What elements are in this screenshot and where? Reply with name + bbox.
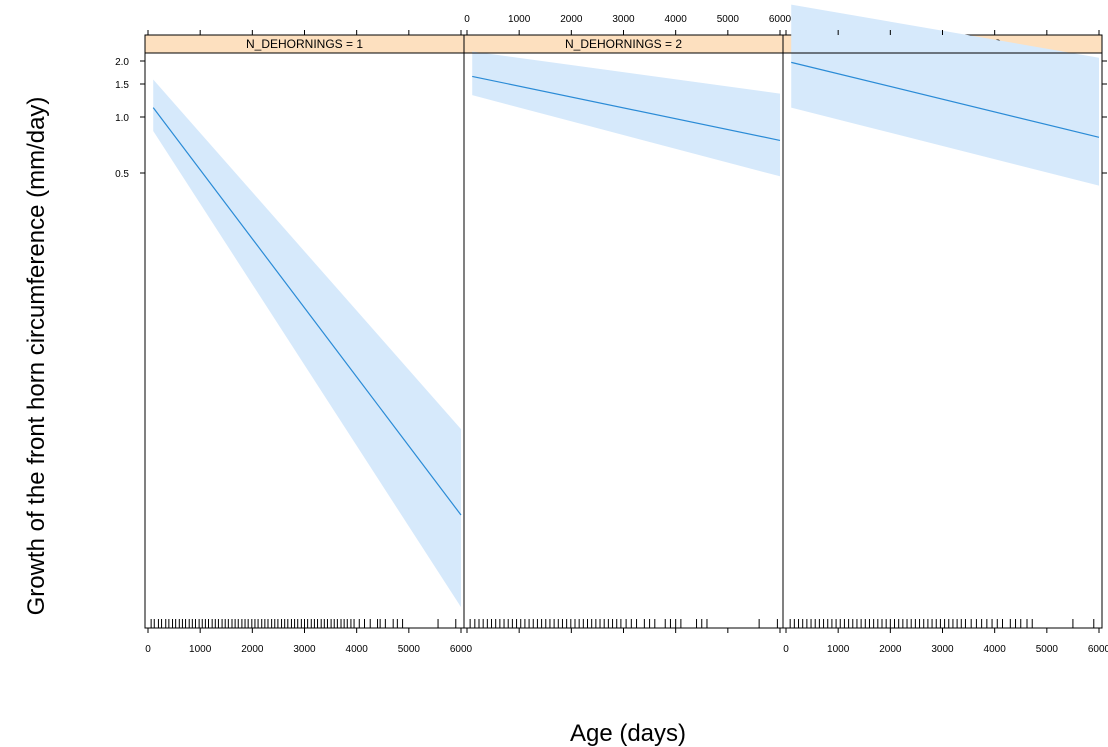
x-tick-label: 1000 xyxy=(189,644,212,655)
fit-line-2 xyxy=(472,75,781,141)
fit-line-1 xyxy=(152,107,462,516)
strip-label-2: N_DEHORNINGS = 2 xyxy=(565,37,682,51)
panel-3: N_DEHORNINGS = 3 xyxy=(782,4,1103,629)
x-tick-label: 6000 xyxy=(1088,644,1108,655)
x-tick-label: 4000 xyxy=(984,644,1007,655)
fit-line-3 xyxy=(791,61,1100,138)
x-tick-label-top: 6000 xyxy=(769,14,792,25)
panel-2: N_DEHORNINGS = 2 xyxy=(463,34,784,629)
x-tick-label: 2000 xyxy=(241,644,264,655)
x-tick-label-top: 5000 xyxy=(717,14,740,25)
confidence-band-2 xyxy=(472,51,780,177)
y-axis: 0.5 1.0 1.5 2.0 xyxy=(115,57,1107,180)
confidence-band-3 xyxy=(791,4,1099,186)
y-tick-label: 1.5 xyxy=(115,80,129,91)
panel-1: N_DEHORNINGS = 1 xyxy=(144,34,465,629)
x-tick-label: 3000 xyxy=(931,644,954,655)
y-tick-label: 2.0 xyxy=(115,57,129,68)
x-tick-label: 2000 xyxy=(879,644,902,655)
x-tick-label-top: 0 xyxy=(464,14,470,25)
confidence-band-1 xyxy=(153,79,461,608)
x-tick-label-top: 3000 xyxy=(612,14,635,25)
rug-2 xyxy=(469,619,778,628)
rug-1 xyxy=(150,619,457,628)
x-axis-label: Age (days) xyxy=(570,720,686,747)
x-tick-label: 1000 xyxy=(827,644,850,655)
x-tick-label: 0 xyxy=(145,644,151,655)
y-tick-label: 1.0 xyxy=(115,113,129,124)
x-tick-label-top: 1000 xyxy=(508,14,531,25)
x-tick-label: 0 xyxy=(783,644,789,655)
strip-label-1: N_DEHORNINGS = 1 xyxy=(246,37,363,51)
x-tick-label: 6000 xyxy=(450,644,473,655)
x-tick-label: 4000 xyxy=(346,644,369,655)
x-axis: 0 1000 2000 3000 4000 5000 6000 0 1000 2000 3000 40… xyxy=(145,14,1108,655)
panels-layer: N_DEHORNINGS = 1 N_DEHORNINGS = 2 N_DEHORN… xyxy=(144,4,1103,629)
y-axis-label: Growth of the front horn circumference (… xyxy=(23,97,50,616)
x-tick-label-top: 2000 xyxy=(560,14,583,25)
x-tick-label-top: 4000 xyxy=(665,14,688,25)
x-tick-label: 5000 xyxy=(398,644,421,655)
rug-3 xyxy=(789,619,1095,628)
x-tick-label: 5000 xyxy=(1036,644,1059,655)
x-tick-label: 3000 xyxy=(293,644,316,655)
y-tick-label: 0.5 xyxy=(115,169,129,180)
